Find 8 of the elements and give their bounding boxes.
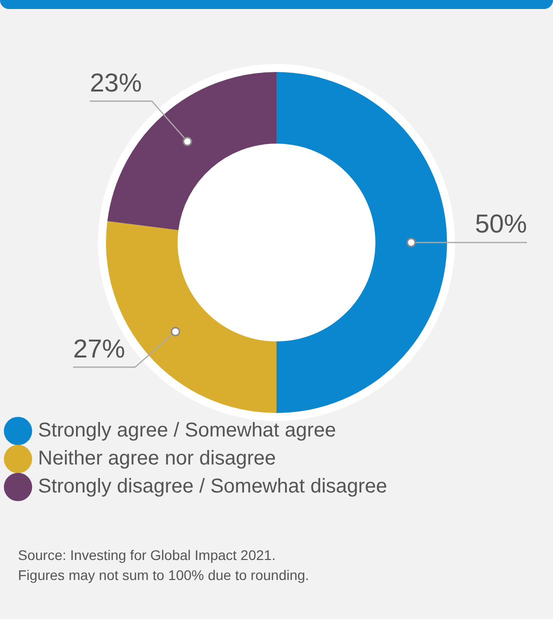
data-label: 23% bbox=[90, 67, 142, 98]
legend-label: Strongly agree / Somewhat agree bbox=[38, 420, 336, 442]
legend-label: Neither agree nor disagree bbox=[38, 448, 276, 470]
legend-label: Strongly disagree / Somewhat disagree bbox=[38, 476, 388, 498]
source-note: Source: Investing for Global Impact 2021. bbox=[18, 546, 277, 565]
text: Figures may not sum to 100% due to rounding. bbox=[18, 566, 310, 585]
data-label: 27% bbox=[73, 333, 126, 364]
data-label: 50% bbox=[474, 208, 527, 239]
